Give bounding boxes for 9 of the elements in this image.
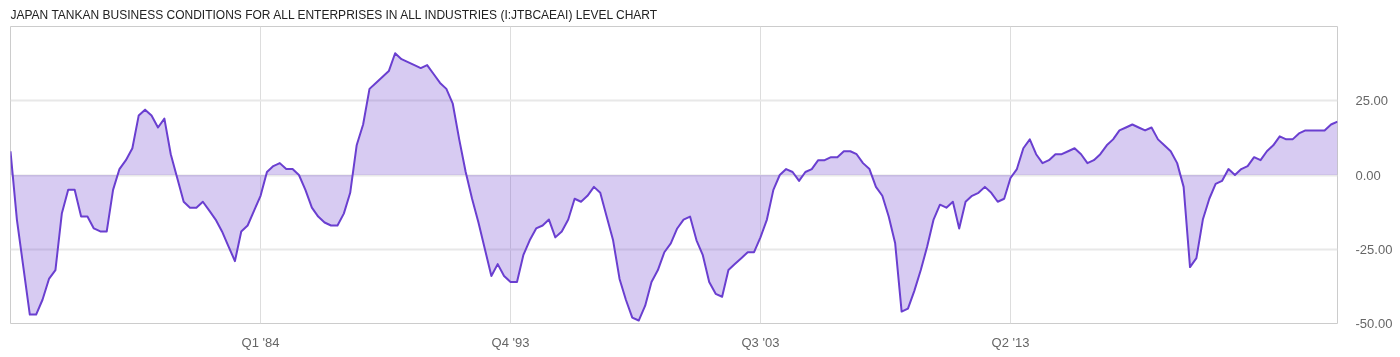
x-tick-label: Q3 '03 xyxy=(741,334,780,350)
y-tick-label: 25.00 xyxy=(1355,93,1389,109)
y-tick-label: -25.00 xyxy=(1355,241,1393,257)
x-tick-label: Q4 '93 xyxy=(491,334,530,350)
y-tick-label: -50.00 xyxy=(1355,316,1393,331)
y-tick-label: 0.00 xyxy=(1355,167,1381,183)
x-tick-label: Q1 '84 xyxy=(241,334,280,350)
x-tick-label: Q2 '13 xyxy=(991,334,1030,350)
chart-title: JAPAN TANKAN BUSINESS CONDITIONS FOR ALL ENTERPRISES IN ALL INDUSTRIES (I:JTBCAEAI) LEVEL CHART xyxy=(10,7,658,22)
